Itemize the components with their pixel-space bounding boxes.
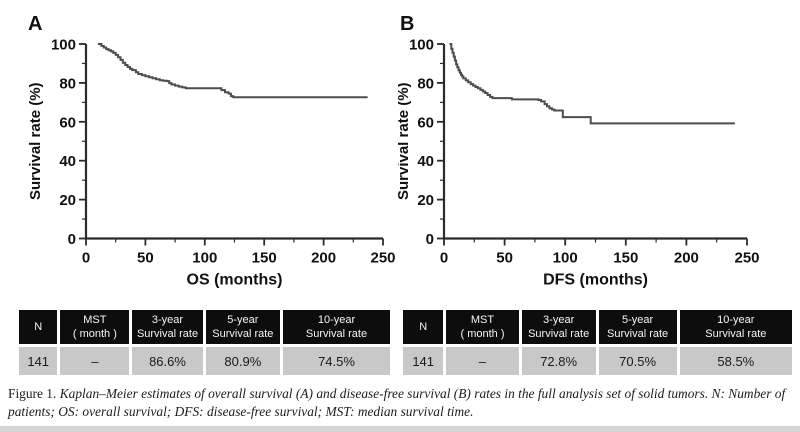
x-tick-label-b: 0 [440,250,448,267]
x-tick-label-a: 200 [311,250,336,267]
x-tick-label-a: 0 [82,250,90,267]
panel-letter-b: B [400,13,414,35]
table-b-header-cell: N [403,310,444,344]
x-axis-title-a: OS (months) [187,272,283,289]
x-tick-label-b: 100 [553,250,578,267]
y-tick-label-a: 60 [59,114,76,131]
x-tick-label-b: 150 [613,250,638,267]
km-panel-a: 0 20 40 60 80 100 0 50 100 150 200 250 OS (months) Su… [0,0,400,296]
page-edge-strip [0,426,800,432]
table-a-header-cell: 5-year Survival rate [205,310,280,344]
x-tick-label-a: 250 [370,250,395,267]
table-a-value-cell: 141 [19,347,58,375]
y-tick-label-b: 0 [426,231,434,248]
x-tick-label-b: 250 [734,250,759,267]
caption-figure-number: Figure 1. [8,386,57,401]
y-tick-label-a: 80 [59,75,76,92]
y-tick-label-a: 20 [59,192,76,209]
axes-a [84,44,383,240]
table-b-header-cell: 5-year Survival rate [598,310,677,344]
panel-letter-a: A [28,13,42,35]
km-chart-b: 0 20 40 60 80 100 0 50 100 150 200 250 DFS (months) S… [395,13,760,289]
x-tick-label-a: 150 [252,250,277,267]
table-b-header-row: N MST( month ) 3-year Survival rate 5-year Su… [403,310,792,344]
table-b-header-cell: 3-year Survival rate [521,310,596,344]
y-axis-title-b: Survival rate (%) [398,82,412,200]
summary-table-a: N MST( month ) 3-year Survival rate 5-year Su… [16,307,393,378]
km-chart-a: 0 20 40 60 80 100 0 50 100 150 200 250 OS (months) Su… [27,13,396,289]
x-axis-title-b: DFS (months) [543,272,648,289]
table-a-value-cell: 80.9% [205,347,280,375]
table-b-header-cell: 10-year Survival rate [679,310,792,344]
y-tick-label-b: 40 [417,153,434,170]
table-a-value-cell: 86.6% [132,347,203,375]
table-a-header-cell: N [19,310,58,344]
table-b-value-row: 141–72.8% 70.5% 58.5% [403,347,792,375]
y-tick-label-b: 60 [417,114,434,131]
y-tick-label-a: 100 [51,37,76,54]
axes-b [442,44,747,240]
summary-table-a-grid: N MST( month ) 3-year Survival rate 5-year Su… [16,307,393,378]
x-tick-label-b: 200 [674,250,699,267]
y-tick-label-b: 80 [417,75,434,92]
table-b-value-cell: 70.5% [598,347,677,375]
y-tick-label-b: 100 [409,37,434,54]
table-a-header-cell: 3-year Survival rate [132,310,203,344]
y-axis-title-a: Survival rate (%) [27,82,44,200]
table-a-value-cell: 74.5% [283,347,390,375]
table-a-header-cell: 10-year Survival rate [283,310,390,344]
table-b-value-cell: 58.5% [679,347,792,375]
x-tick-label-a: 50 [137,250,154,267]
table-b-value-cell: 72.8% [521,347,596,375]
table-a-value-row: 141–86.6% 80.9% 74.5% [19,347,390,375]
y-tick-label-b: 20 [417,192,434,209]
table-b-header-cell: MST( month ) [446,310,519,344]
y-tick-label-a: 40 [59,153,76,170]
table-b-value-cell: 141 [403,347,444,375]
x-tick-label-b: 50 [496,250,513,267]
y-tick-label-a: 0 [68,231,76,248]
figure-caption: Figure 1. Kaplan–Meier estimates of over… [8,385,796,420]
table-b-value-cell: – [446,347,519,375]
summary-table-b-grid: N MST( month ) 3-year Survival rate 5-year Su… [400,307,795,378]
table-a-header-row: N MST( month ) 3-year Survival rate 5-year Su… [19,310,390,344]
km-curve-a [97,43,368,99]
summary-table-b: N MST( month ) 3-year Survival rate 5-year Su… [400,307,795,378]
x-tick-label-a: 100 [192,250,217,267]
km-curve-b [449,43,735,125]
caption-text: Kaplan–Meier estimates of overall surviv… [8,386,786,419]
table-a-value-cell: – [60,347,130,375]
km-panel-b: 0 20 40 60 80 100 0 50 100 150 200 250 DFS (months) S… [395,0,800,296]
table-a-header-cell: MST( month ) [60,310,130,344]
